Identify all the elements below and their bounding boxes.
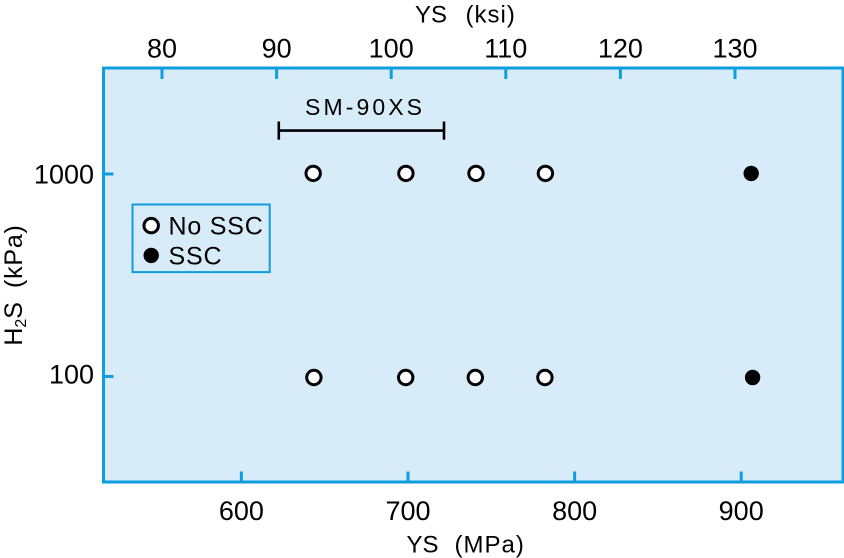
svg-text:No SSC: No SSC	[169, 213, 264, 241]
svg-text:80: 80	[147, 34, 177, 64]
svg-text:YS: YS	[415, 2, 447, 29]
svg-text:90: 90	[262, 34, 292, 64]
svg-text:YS: YS	[407, 532, 439, 558]
svg-text:1000: 1000	[34, 160, 94, 190]
svg-text:SSC: SSC	[169, 243, 223, 271]
svg-text:(ksi): (ksi)	[466, 2, 516, 29]
svg-text:800: 800	[552, 496, 597, 526]
svg-text:SM-90XS: SM-90XS	[305, 94, 425, 120]
svg-text:(MPa): (MPa)	[455, 532, 525, 558]
svg-text:100: 100	[49, 360, 94, 390]
svg-text:130: 130	[712, 34, 757, 64]
svg-text:600: 600	[219, 496, 264, 526]
svg-text:900: 900	[719, 496, 764, 526]
svg-text:120: 120	[598, 34, 643, 64]
svg-text:H2S(kPa): H2S(kPa)	[0, 224, 30, 345]
svg-text:110: 110	[484, 34, 527, 64]
svg-text:100: 100	[369, 34, 414, 64]
svg-text:700: 700	[385, 496, 430, 526]
